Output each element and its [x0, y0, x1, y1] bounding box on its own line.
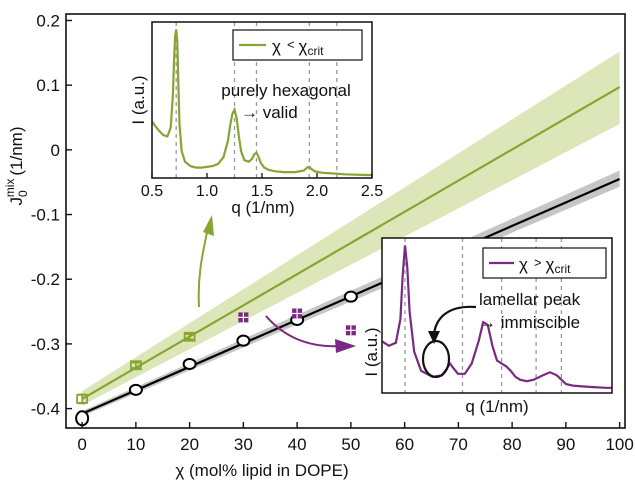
confidence-band-0: [82, 51, 620, 406]
y-axis-label-unit: (1/nm): [7, 127, 26, 176]
inset1-x-label: q (1/nm): [231, 198, 294, 217]
inset2-legend: χ > χcrit: [482, 247, 607, 279]
x-tick-label: 70: [449, 435, 468, 454]
x-tick-label: 80: [503, 435, 522, 454]
inset1-legend-chi: χ: [272, 37, 281, 56]
purple-connector-arrow: [265, 315, 343, 348]
x-tick-label: 0: [77, 435, 86, 454]
inset1-x-ticks: 0.5 1.0 1.5 2.0 2.5: [141, 173, 383, 200]
inset2-legend-chi: χ: [519, 255, 528, 274]
x-axis-label: χ (mol% lipid in DOPE): [175, 461, 348, 480]
inset1-legend: χ < χcrit: [232, 29, 363, 61]
inset2-legend-op: >: [534, 255, 542, 270]
data-point-square: [183, 331, 196, 342]
inset-x-tick-label: 1.5: [251, 183, 273, 200]
x-tick-label: 10: [126, 435, 145, 454]
y-axis-label-main: J: [7, 197, 26, 206]
inset2-y-label: I (a.u.): [362, 327, 381, 376]
inset-x-tick-label: 0.5: [141, 183, 163, 200]
svg-text:χ<χcrit: χ < χcrit: [272, 37, 324, 58]
data-point-circle: [343, 290, 358, 303]
inset1-scattering-curve: [151, 29, 372, 177]
data-point-circle: [236, 334, 251, 347]
x-tick-label: 60: [395, 435, 414, 454]
inset-hexagonal: 0.5 1.0 1.5 2.0 2.5 q (1/nm) I (a.u.) purely…: [129, 21, 383, 217]
y-tick-label: -0.4: [31, 400, 60, 419]
main-plot-frame: [65, 13, 626, 429]
data-point-square: [129, 360, 142, 371]
y-axis-label: J0mix (1/nm): [3, 127, 30, 206]
x-tick-label: 50: [341, 435, 360, 454]
inset1-legend-op: <: [287, 37, 295, 52]
data-point-circle: [182, 357, 197, 370]
x-tick-label: 20: [180, 435, 199, 454]
x-tick-label: 30: [234, 435, 253, 454]
y-tick-label: -0.2: [31, 270, 60, 289]
inset2-legend-sub: crit: [554, 262, 571, 276]
data-point-circle: [128, 383, 143, 396]
data-points: [75, 290, 358, 427]
main-chart: 0 10 20 30 40 50 60 70 80 90 100 -0.4 -0.3 -0.2 -0.1 0…: [3, 11, 634, 480]
lamellar-peak-arrow: [432, 305, 477, 335]
inset2-annotation-line1: lamellar peak: [479, 290, 581, 309]
lamellar-peak-circle: [421, 339, 451, 379]
green-connector-arrow: [197, 221, 210, 308]
connector-arrows: [197, 215, 356, 353]
fit-line-0: [81, 86, 621, 400]
svg-text:χ>χcrit: χ > χcrit: [519, 255, 571, 276]
inset1-annotation-line1: purely hexagonal: [221, 81, 350, 100]
inset2-legend-chi2: χ: [546, 255, 555, 274]
inset-x-tick-label: 2.5: [361, 183, 383, 200]
inset-lamellar: q (1/nm) I (a.u.) lamellar peak → immisc…: [362, 237, 613, 416]
y-axis-label-sup: mix: [3, 179, 17, 198]
inset2-x-label: q (1/nm): [465, 397, 528, 416]
y-tick-label: 0: [51, 141, 60, 160]
svg-text:J0mix(1/nm): J0mix (1/nm): [3, 127, 30, 206]
data-point-square: [76, 393, 89, 404]
y-axis-ticks: -0.4 -0.3 -0.2 -0.1 0 0.1 0.2: [31, 11, 72, 419]
inset-x-tick-label: 2.0: [306, 183, 328, 200]
y-tick-label: -0.1: [31, 206, 60, 225]
y-axis-label-sub: 0: [16, 190, 30, 197]
inset2-frame: [381, 237, 613, 394]
purple-arrowhead: [335, 339, 356, 353]
inset1-annotation-line2: → valid: [241, 103, 298, 122]
x-tick-label: 100: [605, 435, 633, 454]
x-tick-label: 40: [288, 435, 307, 454]
green-arrowhead: [203, 215, 214, 236]
x-tick-label: 90: [556, 435, 575, 454]
lamellar-arrowhead: [428, 331, 440, 344]
y-tick-label: 0.2: [36, 11, 60, 30]
inset1-y-label: I (a.u.): [129, 75, 148, 124]
inset1-legend-sub: crit: [307, 44, 324, 58]
y-tick-label: 0.1: [36, 76, 60, 95]
y-tick-label: -0.3: [31, 335, 60, 354]
inset2-annotation-line2: → immiscible: [479, 313, 580, 332]
x-axis-ticks: 0 10 20 30 40 50 60 70 80 90 100: [77, 422, 634, 454]
inset-x-tick-label: 1.0: [196, 183, 218, 200]
inset1-legend-chi2: χ: [299, 37, 308, 56]
inset2-scattering-curve: [381, 245, 612, 389]
